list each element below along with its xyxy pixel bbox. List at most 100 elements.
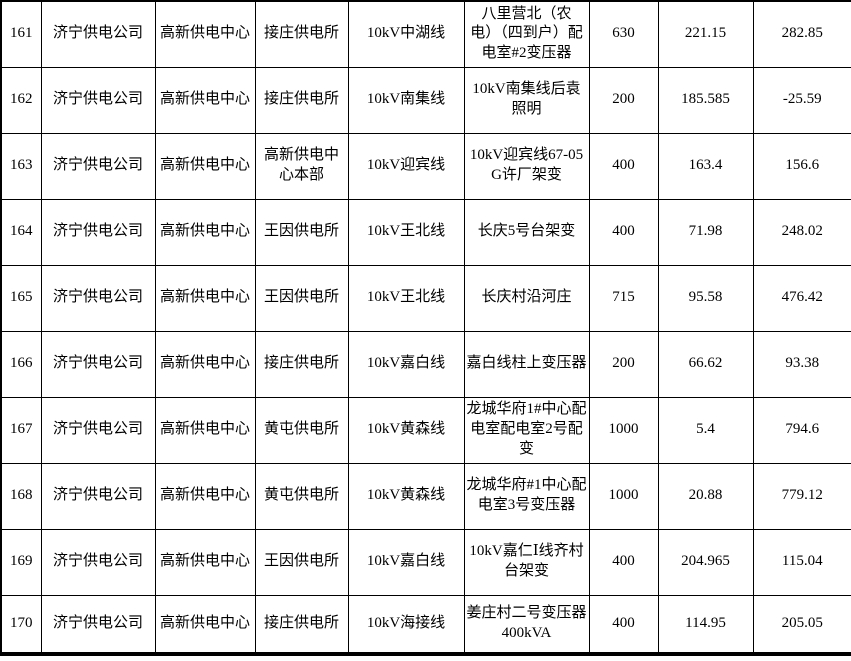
cell-device-name[interactable]: 嘉白线柱上变压器 <box>463 330 590 398</box>
cell-reading-1[interactable]: 95.58 <box>657 264 754 332</box>
table-row: 170 济宁供电公司 高新供电中心 接庄供电所 10kV海接线 姜庄村二号变压器400kV… <box>0 594 851 655</box>
cell-capacity[interactable]: 630 <box>588 0 659 68</box>
cell-supply-station[interactable]: 接庄供电所 <box>254 330 349 398</box>
cell-supply-center[interactable]: 高新供电中心 <box>154 594 256 655</box>
table-row: 165 济宁供电公司 高新供电中心 王因供电所 10kV王北线 长庆村沿河庄 715 95.5… <box>0 264 851 332</box>
cell-company[interactable]: 济宁供电公司 <box>40 462 156 530</box>
cell-supply-center[interactable]: 高新供电中心 <box>154 0 256 68</box>
cell-line-name[interactable]: 10kV中湖线 <box>347 0 465 68</box>
cell-supply-station[interactable]: 黄屯供电所 <box>254 462 349 530</box>
cell-reading-1[interactable]: 20.88 <box>657 462 754 530</box>
cell-line-name[interactable]: 10kV王北线 <box>347 198 465 266</box>
cell-capacity[interactable]: 400 <box>588 594 659 655</box>
cell-company[interactable]: 济宁供电公司 <box>40 528 156 596</box>
cell-supply-station[interactable]: 黄屯供电所 <box>254 396 349 464</box>
cell-capacity[interactable]: 200 <box>588 330 659 398</box>
cell-reading-2[interactable]: 794.6 <box>752 396 851 464</box>
cell-row-number[interactable]: 163 <box>0 132 42 200</box>
table-row: 162 济宁供电公司 高新供电中心 接庄供电所 10kV南集线 10kV南集线后袁照明 20… <box>0 66 851 134</box>
cell-reading-2[interactable]: 248.02 <box>752 198 851 266</box>
cell-supply-station[interactable]: 高新供电中心本部 <box>254 132 349 200</box>
cell-device-name[interactable]: 龙城华府#1中心配电室3号变压器 <box>463 462 590 530</box>
cell-supply-center[interactable]: 高新供电中心 <box>154 132 256 200</box>
cell-line-name[interactable]: 10kV嘉白线 <box>347 528 465 596</box>
cell-device-name[interactable]: 10kV南集线后袁照明 <box>463 66 590 134</box>
table-row: 163 济宁供电公司 高新供电中心 高新供电中心本部 10kV迎宾线 10kV迎宾线67-… <box>0 132 851 200</box>
cell-reading-2[interactable]: 115.04 <box>752 528 851 596</box>
cell-device-name[interactable]: 八里营北（农电）（四到户）配电室#2变压器 <box>463 0 590 68</box>
cell-device-name[interactable]: 姜庄村二号变压器400kVA <box>463 594 590 655</box>
cell-row-number[interactable]: 164 <box>0 198 42 266</box>
cell-reading-1[interactable]: 185.585 <box>657 66 754 134</box>
cell-reading-1[interactable]: 5.4 <box>657 396 754 464</box>
cell-line-name[interactable]: 10kV南集线 <box>347 66 465 134</box>
cell-line-name[interactable]: 10kV黄森线 <box>347 462 465 530</box>
cell-supply-center[interactable]: 高新供电中心 <box>154 66 256 134</box>
cell-row-number[interactable]: 165 <box>0 264 42 332</box>
cell-device-name[interactable]: 10kV嘉仁Ⅰ线齐村台架变 <box>463 528 590 596</box>
cell-company[interactable]: 济宁供电公司 <box>40 66 156 134</box>
cell-row-number[interactable]: 169 <box>0 528 42 596</box>
table-row: 164 济宁供电公司 高新供电中心 王因供电所 10kV王北线 长庆5号台架变 400 71.… <box>0 198 851 266</box>
cell-capacity[interactable]: 400 <box>588 132 659 200</box>
cell-capacity[interactable]: 400 <box>588 198 659 266</box>
cell-row-number[interactable]: 168 <box>0 462 42 530</box>
cell-supply-station[interactable]: 接庄供电所 <box>254 594 349 655</box>
cell-company[interactable]: 济宁供电公司 <box>40 264 156 332</box>
cell-reading-1[interactable]: 204.965 <box>657 528 754 596</box>
cell-supply-center[interactable]: 高新供电中心 <box>154 198 256 266</box>
cell-company[interactable]: 济宁供电公司 <box>40 330 156 398</box>
cell-company[interactable]: 济宁供电公司 <box>40 132 156 200</box>
cell-reading-2[interactable]: 156.6 <box>752 132 851 200</box>
cell-reading-1[interactable]: 221.15 <box>657 0 754 68</box>
cell-row-number[interactable]: 161 <box>0 0 42 68</box>
cell-line-name[interactable]: 10kV迎宾线 <box>347 132 465 200</box>
cell-capacity[interactable]: 200 <box>588 66 659 134</box>
cell-reading-1[interactable]: 66.62 <box>657 330 754 398</box>
cell-reading-2[interactable]: 93.38 <box>752 330 851 398</box>
cell-device-name[interactable]: 龙城华府1#中心配电室配电室2号配变 <box>463 396 590 464</box>
cell-row-number[interactable]: 162 <box>0 66 42 134</box>
cell-supply-center[interactable]: 高新供电中心 <box>154 264 256 332</box>
cell-company[interactable]: 济宁供电公司 <box>40 594 156 655</box>
cell-reading-2[interactable]: 476.42 <box>752 264 851 332</box>
cell-reading-2[interactable]: -25.59 <box>752 66 851 134</box>
cell-line-name[interactable]: 10kV王北线 <box>347 264 465 332</box>
cell-row-number[interactable]: 167 <box>0 396 42 464</box>
cell-company[interactable]: 济宁供电公司 <box>40 396 156 464</box>
cell-capacity[interactable]: 1000 <box>588 396 659 464</box>
cell-capacity[interactable]: 400 <box>588 528 659 596</box>
cell-row-number[interactable]: 170 <box>0 594 42 655</box>
cell-reading-1[interactable]: 114.95 <box>657 594 754 655</box>
cell-supply-center[interactable]: 高新供电中心 <box>154 528 256 596</box>
cell-capacity[interactable]: 1000 <box>588 462 659 530</box>
cell-row-number[interactable]: 166 <box>0 330 42 398</box>
cell-reading-1[interactable]: 71.98 <box>657 198 754 266</box>
cell-line-name[interactable]: 10kV海接线 <box>347 594 465 655</box>
cell-company[interactable]: 济宁供电公司 <box>40 0 156 68</box>
table-row: 161 济宁供电公司 高新供电中心 接庄供电所 10kV中湖线 八里营北（农电）（四到户）… <box>0 0 851 68</box>
cell-supply-station[interactable]: 王因供电所 <box>254 264 349 332</box>
cell-capacity[interactable]: 715 <box>588 264 659 332</box>
table-row: 167 济宁供电公司 高新供电中心 黄屯供电所 10kV黄森线 龙城华府1#中心配电室配电… <box>0 396 851 464</box>
cell-supply-center[interactable]: 高新供电中心 <box>154 396 256 464</box>
cell-line-name[interactable]: 10kV嘉白线 <box>347 330 465 398</box>
cell-reading-1[interactable]: 163.4 <box>657 132 754 200</box>
cell-supply-station[interactable]: 接庄供电所 <box>254 0 349 68</box>
cell-supply-center[interactable]: 高新供电中心 <box>154 462 256 530</box>
cell-reading-2[interactable]: 779.12 <box>752 462 851 530</box>
cell-device-name[interactable]: 长庆村沿河庄 <box>463 264 590 332</box>
cell-supply-center[interactable]: 高新供电中心 <box>154 330 256 398</box>
cell-supply-station[interactable]: 王因供电所 <box>254 198 349 266</box>
cell-reading-2[interactable]: 282.85 <box>752 0 851 68</box>
cell-supply-station[interactable]: 王因供电所 <box>254 528 349 596</box>
cell-device-name[interactable]: 长庆5号台架变 <box>463 198 590 266</box>
cell-reading-2[interactable]: 205.05 <box>752 594 851 655</box>
cell-line-name[interactable]: 10kV黄森线 <box>347 396 465 464</box>
cell-device-name[interactable]: 10kV迎宾线67-05G许厂架变 <box>463 132 590 200</box>
cell-company[interactable]: 济宁供电公司 <box>40 198 156 266</box>
cell-supply-station[interactable]: 接庄供电所 <box>254 66 349 134</box>
table-row: 168 济宁供电公司 高新供电中心 黄屯供电所 10kV黄森线 龙城华府#1中心配电室3号… <box>0 462 851 530</box>
